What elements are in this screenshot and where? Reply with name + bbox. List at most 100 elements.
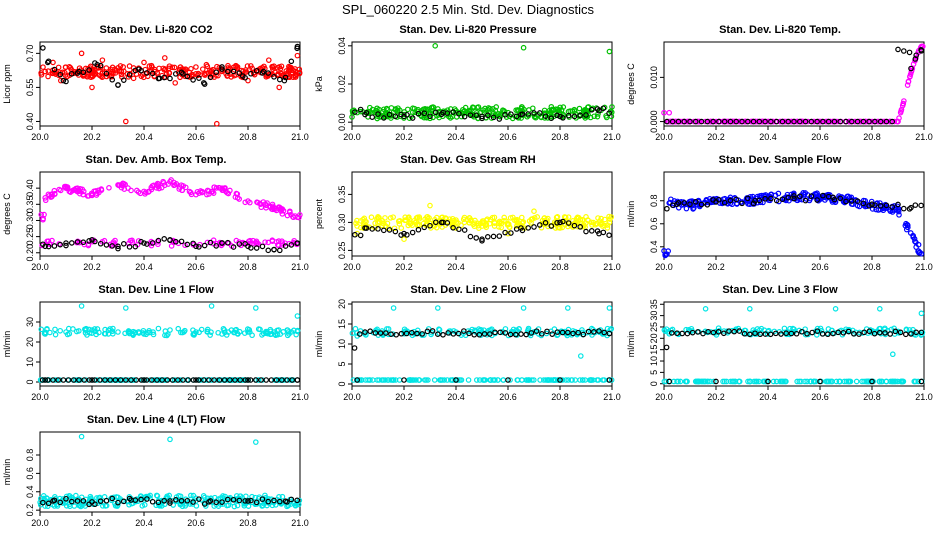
data-point bbox=[69, 495, 76, 501]
data-point bbox=[62, 184, 68, 190]
data-point bbox=[375, 113, 381, 120]
data-point bbox=[912, 202, 919, 208]
data-point bbox=[190, 240, 196, 247]
data-point bbox=[50, 498, 56, 504]
data-point bbox=[180, 377, 186, 383]
data-point bbox=[154, 377, 160, 383]
data-point bbox=[440, 331, 446, 338]
series-main bbox=[37, 303, 301, 383]
data-point bbox=[70, 326, 76, 332]
data-point bbox=[149, 377, 155, 383]
data-point bbox=[752, 197, 758, 204]
data-point bbox=[201, 80, 207, 86]
data-point bbox=[507, 377, 513, 383]
data-point bbox=[207, 332, 213, 338]
y-axis-label: degrees C bbox=[2, 193, 12, 235]
data-point bbox=[352, 231, 358, 238]
data-point bbox=[110, 325, 116, 332]
data-point bbox=[115, 245, 121, 252]
data-point bbox=[736, 328, 743, 334]
data-point bbox=[606, 305, 613, 311]
data-point bbox=[275, 242, 282, 249]
data-point bbox=[404, 232, 410, 238]
data-point bbox=[401, 377, 407, 383]
data-point bbox=[470, 221, 477, 228]
data-point bbox=[115, 65, 121, 71]
data-point bbox=[918, 310, 925, 317]
data-point bbox=[726, 328, 732, 334]
data-point bbox=[791, 195, 797, 202]
data-point bbox=[63, 78, 69, 85]
data-point bbox=[45, 73, 51, 80]
data-point bbox=[588, 228, 595, 234]
data-point bbox=[762, 195, 768, 202]
chart-title: Stan. Dev. Li-820 CO2 bbox=[99, 24, 213, 36]
data-point bbox=[678, 199, 685, 205]
data-point bbox=[141, 377, 147, 383]
data-point bbox=[138, 377, 145, 383]
data-point bbox=[773, 330, 779, 337]
data-point bbox=[710, 118, 716, 125]
data-point bbox=[167, 75, 173, 82]
data-point bbox=[177, 377, 184, 383]
y-tick-label: 0.20 bbox=[25, 244, 35, 262]
data-point bbox=[707, 378, 713, 385]
data-point bbox=[440, 219, 446, 226]
data-point bbox=[78, 303, 85, 309]
y-tick-label: 0.35 bbox=[337, 186, 347, 204]
data-point bbox=[677, 378, 684, 385]
data-point bbox=[380, 227, 387, 234]
y-tick-label: 0.35 bbox=[25, 196, 35, 214]
data-point bbox=[545, 215, 551, 222]
data-point bbox=[594, 113, 601, 120]
data-point bbox=[664, 205, 670, 212]
data-point bbox=[866, 118, 872, 125]
data-point bbox=[713, 328, 719, 335]
data-point bbox=[55, 64, 62, 71]
data-point bbox=[127, 329, 133, 335]
data-point bbox=[40, 64, 46, 70]
data-point bbox=[508, 230, 514, 236]
data-point bbox=[391, 225, 398, 232]
data-point bbox=[182, 66, 189, 73]
data-point bbox=[453, 225, 459, 231]
data-point bbox=[739, 118, 745, 125]
series-main bbox=[38, 50, 303, 127]
data-point bbox=[178, 500, 184, 507]
data-point bbox=[799, 328, 805, 335]
data-point bbox=[802, 197, 809, 204]
data-point bbox=[42, 197, 49, 204]
data-point bbox=[421, 224, 428, 231]
data-point bbox=[51, 187, 58, 194]
data-point bbox=[354, 377, 361, 383]
data-point bbox=[63, 240, 69, 246]
data-point bbox=[63, 493, 70, 500]
data-point bbox=[559, 329, 566, 336]
data-point bbox=[386, 227, 393, 233]
data-point bbox=[825, 118, 832, 125]
data-point bbox=[57, 77, 64, 84]
data-point bbox=[711, 378, 717, 385]
data-point bbox=[832, 199, 839, 205]
data-point bbox=[837, 195, 844, 202]
data-point bbox=[675, 200, 682, 206]
data-point bbox=[691, 198, 697, 205]
data-point bbox=[68, 498, 75, 505]
data-point bbox=[214, 63, 220, 70]
data-point bbox=[45, 500, 52, 507]
data-point bbox=[687, 118, 693, 125]
data-point bbox=[791, 118, 797, 125]
data-point bbox=[869, 201, 875, 208]
data-point bbox=[744, 118, 751, 125]
y-tick-label: 0.25 bbox=[25, 228, 35, 246]
data-point bbox=[606, 219, 613, 226]
data-point bbox=[175, 377, 181, 383]
data-point bbox=[702, 306, 709, 312]
x-tick-label: 20.2 bbox=[395, 392, 413, 402]
data-point bbox=[57, 499, 64, 506]
data-point bbox=[424, 213, 431, 220]
x-tick-label: 20.2 bbox=[395, 132, 413, 142]
data-point bbox=[479, 115, 485, 122]
data-point bbox=[237, 377, 244, 383]
data-point bbox=[282, 243, 289, 249]
